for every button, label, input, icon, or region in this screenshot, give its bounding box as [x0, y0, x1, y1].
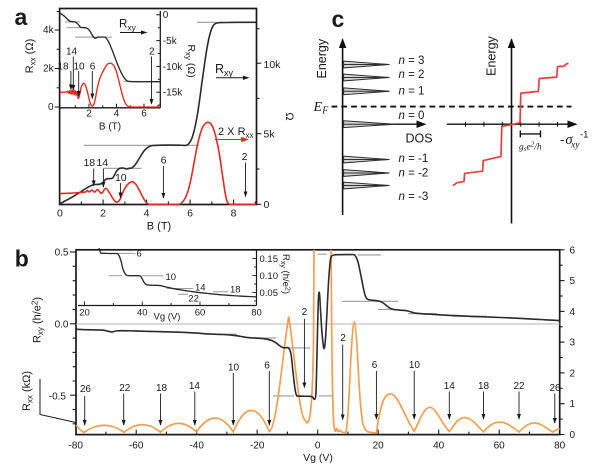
svg-text:6: 6	[90, 62, 96, 73]
svg-text:6: 6	[264, 361, 270, 372]
svg-text:DOS: DOS	[405, 132, 432, 146]
svg-text:18: 18	[156, 383, 168, 394]
svg-text:60: 60	[494, 441, 506, 452]
svg-text:B (T): B (T)	[99, 122, 121, 133]
svg-text:40: 40	[137, 308, 148, 319]
svg-text:n = -2: n = -2	[399, 168, 429, 180]
svg-text:-80: -80	[68, 441, 83, 452]
svg-text:6: 6	[141, 109, 147, 120]
svg-text:80: 80	[251, 308, 262, 319]
svg-text:2: 2	[302, 307, 308, 318]
svg-text:-15k: -15k	[163, 88, 183, 99]
svg-text:-60: -60	[129, 441, 144, 452]
svg-text:5: 5	[570, 276, 576, 287]
svg-text:2: 2	[340, 333, 346, 344]
svg-text:B (T): B (T)	[147, 221, 171, 233]
svg-text:6: 6	[187, 208, 193, 220]
svg-text:26: 26	[549, 383, 561, 394]
svg-text:n = 0: n = 0	[399, 110, 425, 122]
svg-text:10: 10	[73, 62, 85, 73]
svg-text:Rxx (Ω): Rxx (Ω)	[24, 39, 38, 74]
svg-text:0: 0	[48, 102, 54, 113]
svg-text:6: 6	[570, 245, 576, 256]
svg-text:18: 18	[478, 381, 490, 392]
svg-text:22: 22	[513, 381, 525, 392]
svg-text:10: 10	[228, 363, 240, 374]
svg-text:2k: 2k	[43, 64, 55, 75]
svg-text:c: c	[332, 6, 345, 32]
svg-text:5k: 5k	[264, 129, 276, 141]
svg-text:0.15: 0.15	[260, 254, 279, 265]
svg-text:10: 10	[115, 172, 127, 184]
svg-text:2: 2	[100, 208, 106, 220]
svg-text:0.0: 0.0	[55, 319, 69, 330]
svg-text:4: 4	[570, 307, 576, 318]
svg-text:0.5: 0.5	[55, 248, 69, 259]
svg-text:-5k: -5k	[163, 36, 178, 47]
svg-text:0: 0	[163, 10, 169, 21]
svg-text:14: 14	[189, 381, 201, 392]
svg-text:20: 20	[79, 308, 90, 319]
svg-text:4: 4	[144, 208, 150, 220]
svg-text:-0.5: -0.5	[49, 391, 67, 402]
svg-text:14: 14	[66, 47, 78, 58]
svg-text:n = -3: n = -3	[399, 191, 429, 203]
svg-text:-20: -20	[250, 441, 265, 452]
svg-text:n = 1: n = 1	[399, 85, 425, 97]
svg-text:2: 2	[570, 368, 576, 379]
svg-text:3: 3	[570, 338, 576, 349]
svg-text:2 X Rxx: 2 X Rxx	[218, 126, 254, 140]
svg-text:Vg (V): Vg (V)	[303, 452, 333, 464]
svg-text:4k: 4k	[43, 25, 55, 36]
svg-text:0.05: 0.05	[260, 288, 279, 299]
svg-text:22: 22	[119, 383, 131, 394]
svg-text:10: 10	[166, 272, 177, 283]
svg-text:6: 6	[372, 360, 378, 371]
svg-text:2: 2	[242, 151, 248, 163]
svg-text:14: 14	[444, 381, 456, 392]
svg-text:10: 10	[409, 360, 421, 371]
svg-text:Rxx (kΩ): Rxx (kΩ)	[21, 371, 35, 411]
svg-text:Ω: Ω	[283, 112, 295, 120]
svg-text:Vg (V): Vg (V)	[154, 312, 181, 323]
svg-text:-10k: -10k	[163, 62, 183, 73]
svg-text:4: 4	[114, 109, 120, 120]
svg-text:22: 22	[188, 294, 199, 305]
svg-text:Rxy: Rxy	[119, 19, 137, 33]
svg-text:0: 0	[264, 199, 270, 211]
svg-text:8: 8	[231, 208, 237, 220]
svg-text:18: 18	[57, 62, 69, 73]
svg-text:a: a	[15, 4, 28, 30]
svg-text:n = -1: n = -1	[399, 153, 429, 165]
svg-text:10k: 10k	[264, 59, 282, 71]
svg-text:-40: -40	[189, 441, 204, 452]
svg-text:26: 26	[80, 384, 92, 395]
svg-text:2: 2	[149, 47, 155, 58]
svg-text:20: 20	[373, 441, 385, 452]
svg-text:Energy: Energy	[485, 35, 499, 75]
svg-text:Energy: Energy	[315, 38, 329, 78]
svg-text:2: 2	[86, 109, 92, 120]
svg-text:14: 14	[96, 157, 108, 169]
svg-text:0.10: 0.10	[260, 271, 279, 282]
svg-text:Rxy (Ω): Rxy (Ω)	[184, 44, 198, 77]
svg-text:60: 60	[195, 308, 206, 319]
svg-text:n = 2: n = 2	[399, 69, 425, 81]
svg-text:gse2/h: gse2/h	[519, 141, 542, 154]
svg-text:b: b	[15, 245, 29, 271]
svg-text:1: 1	[570, 399, 576, 410]
svg-text:40: 40	[433, 441, 445, 452]
svg-text:14: 14	[195, 283, 206, 294]
svg-text:6: 6	[161, 155, 167, 167]
svg-text:0: 0	[570, 430, 576, 441]
svg-text:6: 6	[137, 248, 142, 259]
svg-text:80: 80	[554, 441, 566, 452]
svg-text:0: 0	[315, 441, 321, 452]
svg-text:0: 0	[57, 208, 63, 220]
svg-text:n = 3: n = 3	[399, 55, 425, 67]
svg-text:18: 18	[83, 157, 95, 169]
svg-text:18: 18	[230, 285, 241, 296]
